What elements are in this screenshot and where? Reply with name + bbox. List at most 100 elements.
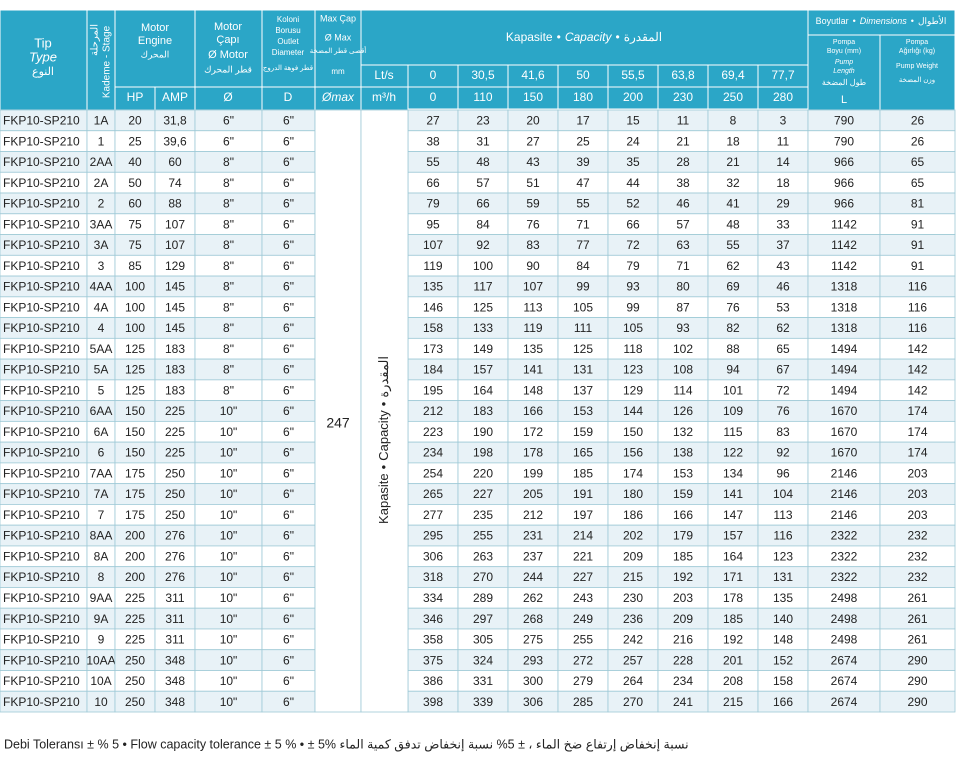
cell-text: 272 (573, 653, 593, 667)
cell-text: 185 (723, 612, 743, 626)
cell-text: 180 (623, 487, 643, 501)
cell-text: 39 (576, 155, 590, 169)
capacity-vertical-part: • (376, 464, 391, 469)
cell-text: 6" (283, 695, 294, 709)
header-text: Kademe - Stage (102, 25, 113, 98)
cell-text: 17 (576, 114, 590, 128)
cell-text: 305 (473, 633, 493, 647)
cell-text: 148 (523, 383, 543, 397)
cell-text: 275 (523, 633, 543, 647)
cell-text: 1142 (831, 259, 857, 273)
header-cell (314, 9, 362, 88)
header-text: 0 (430, 90, 437, 104)
capacity-vertical-part: • (376, 401, 391, 406)
cell-text: 25 (576, 134, 590, 148)
header-text: Pompa (833, 39, 855, 46)
cell-text: 69 (726, 280, 740, 294)
cell-text: 46 (776, 280, 790, 294)
header-text-part: Boyutlar (816, 16, 849, 26)
cell-text: 4A (94, 300, 109, 314)
cell-text: 74 (168, 176, 182, 190)
cell-text: 21 (676, 134, 690, 148)
footer-note: Debi Toleransı ± % 5 • Flow capacity tol… (4, 737, 689, 752)
cell-text: 7AA (90, 466, 113, 480)
cell-text: 159 (573, 425, 593, 439)
header-text: m³/h (372, 90, 396, 104)
cell-text: 297 (473, 612, 493, 626)
header-text: Pump (835, 59, 853, 66)
cell-text: 192 (723, 633, 743, 647)
cell-text: 76 (726, 300, 740, 314)
cell-text: 31 (476, 134, 490, 148)
cell-text: 386 (423, 674, 443, 688)
cell-text: 11 (677, 114, 690, 128)
cell-text: 53 (776, 300, 790, 314)
cell-text: FKP10-SP210 (3, 217, 80, 231)
cell-text: FKP10-SP210 (3, 404, 80, 418)
cell-text: 55 (576, 197, 590, 211)
cell-text: 174 (907, 446, 927, 460)
cell-text: 75 (128, 217, 142, 231)
cell-text: 129 (165, 259, 185, 273)
cell-text: 3A (94, 238, 109, 252)
header-text: 150 (523, 90, 543, 104)
cell-text: 125 (125, 342, 145, 356)
cell-text: 134 (723, 466, 743, 480)
cell-text: 65 (911, 155, 925, 169)
cell-text: 157 (723, 529, 743, 543)
cell-text: 164 (723, 549, 743, 563)
cell-text: 306 (423, 549, 443, 563)
cell-text: 71 (676, 259, 690, 273)
cell-text: 18 (726, 134, 740, 148)
cell-text: 261 (907, 633, 927, 647)
cell-text: 8" (223, 197, 234, 211)
cell-text: 24 (626, 134, 640, 148)
cell-text: 35 (626, 155, 640, 169)
cell-text: 99 (626, 300, 640, 314)
header-text: mm (331, 67, 345, 76)
header-text: 77,7 (771, 68, 795, 82)
cell-text: FKP10-SP210 (3, 612, 80, 626)
cell-text: 1494 (831, 342, 858, 356)
cell-text: 277 (423, 508, 443, 522)
cell-text: 116 (908, 321, 927, 335)
cell-text: 20 (526, 114, 540, 128)
cell-text: 10" (220, 446, 238, 460)
header-text: قطر المحرك (204, 64, 252, 75)
cell-text: 48 (476, 155, 490, 169)
cell-text: 10" (220, 591, 238, 605)
cell-text: 5A (94, 363, 109, 377)
cell-text: 6" (283, 425, 294, 439)
cell-text: 174 (623, 466, 643, 480)
cell-text: 6" (283, 259, 294, 273)
cell-text: 141 (723, 487, 743, 501)
cell-text: 62 (776, 321, 790, 335)
cell-text: 242 (623, 633, 643, 647)
header-text-part: Dimensions (860, 16, 908, 26)
cell-text: 8 (98, 570, 105, 584)
cell-text: 5AA (90, 342, 113, 356)
cell-text: 6" (283, 197, 294, 211)
cell-text: 92 (476, 238, 490, 252)
cell-text: 250 (125, 674, 145, 688)
cell-text: 107 (165, 217, 185, 231)
cell-text: 1 (98, 134, 105, 148)
cell-text: 249 (573, 612, 593, 626)
cell-text: 10" (220, 466, 238, 480)
cell-text: 39,6 (163, 134, 187, 148)
cell-text: 5 (98, 383, 105, 397)
cell-text: 221 (573, 549, 593, 563)
cell-text: 83 (776, 425, 790, 439)
cell-text: 232 (907, 529, 927, 543)
cell-text: 66 (426, 176, 440, 190)
cell-text: 185 (573, 466, 593, 480)
cell-text: 358 (423, 633, 443, 647)
header-text: 250 (723, 90, 743, 104)
header-text: Pump Weight (896, 63, 938, 70)
cell-text: 21 (726, 155, 740, 169)
cell-text: 790 (834, 134, 854, 148)
cell-text: 55 (426, 155, 440, 169)
cell-text: 100 (125, 321, 145, 335)
header-text: 0 (430, 68, 437, 82)
cell-text: 67 (776, 363, 790, 377)
